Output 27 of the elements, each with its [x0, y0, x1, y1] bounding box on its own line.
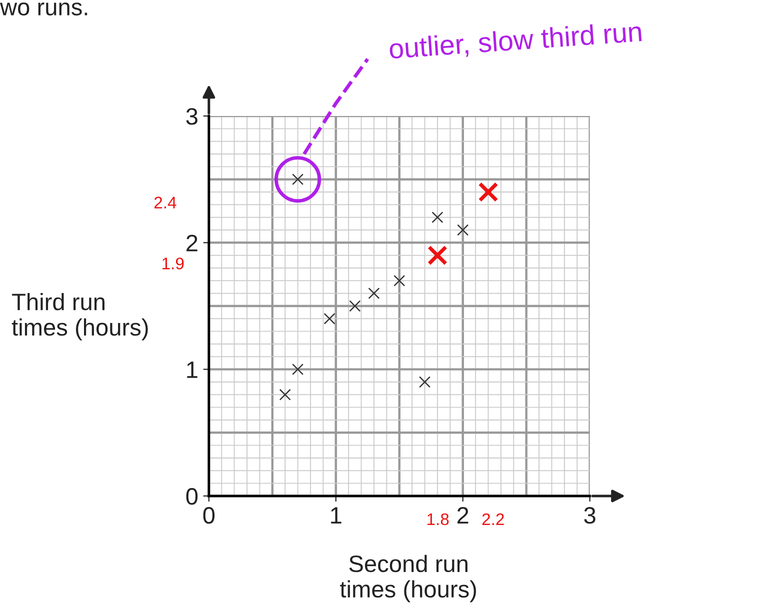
- point: [418, 376, 431, 388]
- x-tick-label: 0: [203, 507, 215, 524]
- text: outlier, slow third run: [389, 20, 642, 62]
- x-tick-label: 1: [331, 507, 342, 524]
- x-tick-label: 3: [584, 507, 596, 524]
- text: wo runs.: [0, 2, 88, 16]
- y-axis-title: Third run times (hours): [12, 292, 148, 340]
- y-tick-label: 3: [186, 108, 198, 125]
- point: [279, 388, 291, 400]
- point: [478, 182, 498, 202]
- x-tick-label: 2: [457, 507, 468, 524]
- text: 2.4: [154, 196, 176, 208]
- point: [432, 212, 444, 224]
- point: [324, 312, 336, 324]
- y-tick-label: 0: [186, 488, 198, 505]
- point: [368, 288, 380, 300]
- text: 1.8: [428, 513, 449, 526]
- point: [427, 245, 448, 266]
- point: [394, 274, 406, 286]
- point: [292, 364, 304, 376]
- point: [349, 300, 361, 312]
- point: [457, 224, 469, 236]
- text: 2.2: [482, 513, 504, 526]
- text: 1.9: [162, 258, 184, 270]
- y-tick-label: 1: [187, 362, 198, 378]
- x-axis-title: Second run times (hours): [340, 554, 476, 602]
- y-tick-label: 2: [186, 234, 198, 252]
